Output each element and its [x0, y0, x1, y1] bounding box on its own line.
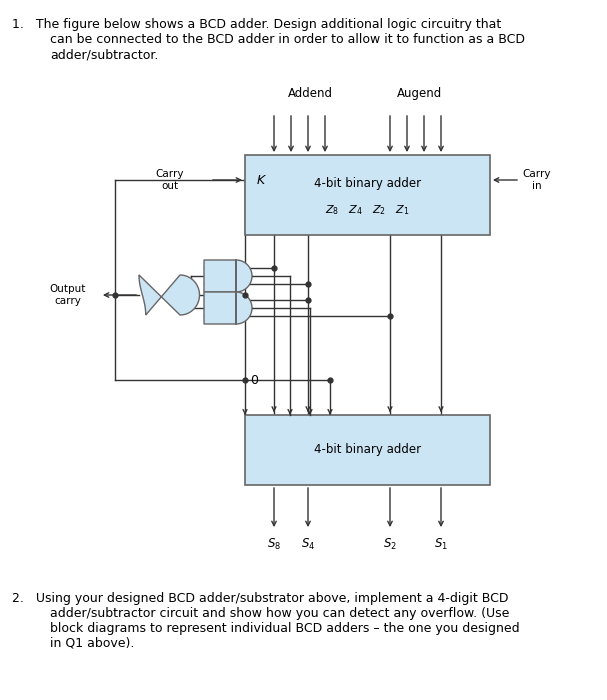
Text: Addend: Addend	[288, 87, 333, 100]
Text: $S_8$: $S_8$	[267, 537, 281, 552]
Text: can be connected to the BCD adder in order to allow it to function as a BCD: can be connected to the BCD adder in ord…	[50, 33, 525, 46]
Text: Output
carry: Output carry	[50, 284, 86, 306]
Text: 4-bit binary adder: 4-bit binary adder	[314, 176, 421, 190]
Text: Carry
in: Carry in	[523, 169, 551, 191]
Text: in Q1 above).: in Q1 above).	[50, 637, 134, 650]
Text: Carry
out: Carry out	[156, 169, 185, 191]
Text: $S_4$: $S_4$	[301, 537, 315, 552]
Text: adder/subtractor.: adder/subtractor.	[50, 48, 158, 61]
Text: 2.   Using your designed BCD adder/substrator above, implement a 4-digit BCD: 2. Using your designed BCD adder/substra…	[12, 592, 509, 605]
Polygon shape	[204, 292, 252, 324]
Polygon shape	[204, 260, 252, 292]
Text: block diagrams to represent individual BCD adders – the one you designed: block diagrams to represent individual B…	[50, 622, 520, 635]
Text: $S_2$: $S_2$	[383, 537, 397, 552]
Text: 1.   The figure below shows a BCD adder. Design additional logic circuitry that: 1. The figure below shows a BCD adder. D…	[12, 18, 501, 31]
Text: $S_1$: $S_1$	[434, 537, 448, 552]
Bar	[245, 155, 490, 235]
Text: $Z_8$   $Z_4$   $Z_2$   $Z_1$: $Z_8$ $Z_4$ $Z_2$ $Z_1$	[325, 203, 410, 217]
Bar	[245, 415, 490, 485]
Text: adder/subtractor circuit and show how you can detect any overflow. (Use: adder/subtractor circuit and show how yo…	[50, 607, 509, 620]
Text: Augend: Augend	[398, 87, 443, 100]
Text: 4-bit binary adder: 4-bit binary adder	[314, 444, 421, 456]
Polygon shape	[139, 275, 200, 315]
Text: K: K	[257, 174, 265, 186]
Text: 0: 0	[250, 374, 258, 386]
